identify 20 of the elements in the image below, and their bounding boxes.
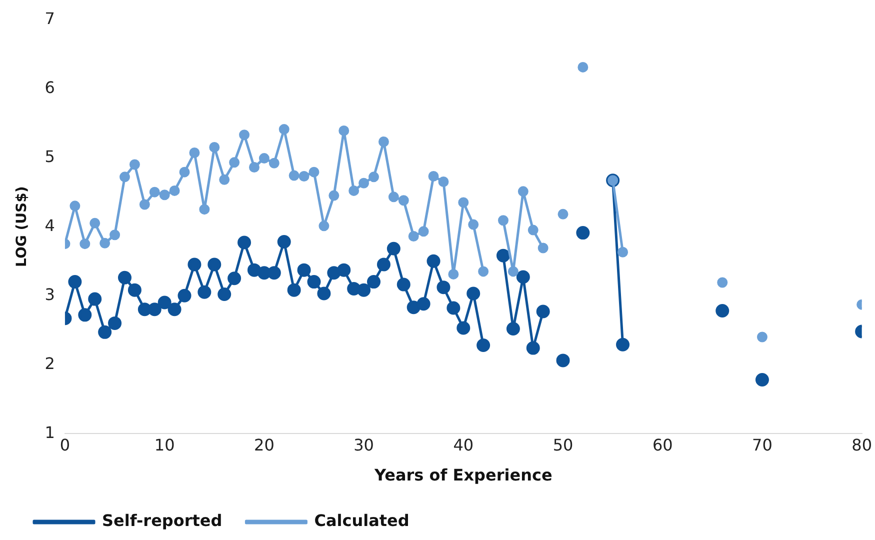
legend-label: Self-reported: [102, 511, 222, 530]
y-tick-label: 5: [44, 146, 55, 166]
legend-label: Calculated: [314, 511, 410, 530]
x-tick-label: 10: [154, 435, 175, 454]
x-tick-label: 60: [652, 435, 673, 454]
y-axis-title: LOG (US$): [14, 186, 30, 267]
x-tick-label: 70: [752, 435, 772, 454]
x-tick-label: 40: [453, 435, 474, 454]
y-tick-label: 7: [44, 8, 55, 28]
x-tick-label: 0: [60, 435, 70, 454]
y-tick-label: 6: [44, 78, 55, 97]
x-tick-label: 80: [852, 435, 872, 454]
x-tick-label: 30: [354, 435, 374, 454]
y-tick-label: 1: [44, 422, 55, 442]
x-axis-title: Years of Experience: [374, 466, 552, 485]
x-tick-label: 20: [254, 435, 274, 454]
y-tick-label: 4: [44, 216, 55, 235]
x-tick-label: 50: [552, 435, 574, 454]
y-tick-label: 2: [44, 354, 55, 373]
y-tick-label: 3: [44, 284, 55, 304]
